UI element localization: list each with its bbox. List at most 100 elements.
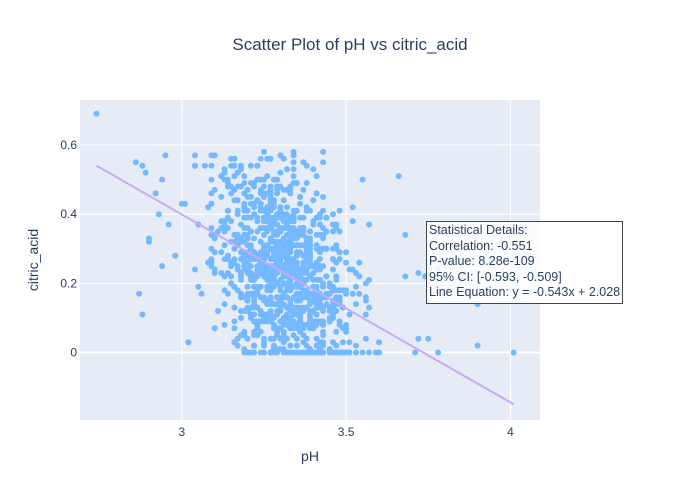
scatter-point (284, 304, 290, 311)
scatter-point (267, 335, 274, 342)
x-axis-title: pH (301, 448, 319, 464)
scatter-point (270, 325, 277, 332)
scatter-point (247, 276, 254, 283)
scatter-point (300, 214, 307, 221)
scatter-point (395, 173, 402, 180)
scatter-point (280, 155, 287, 162)
scatter-point (257, 225, 264, 231)
scatter-point (277, 346, 284, 353)
scatter-point (264, 249, 271, 256)
scatter-point (218, 193, 225, 200)
scatter-point (287, 225, 294, 231)
scatter-point (221, 166, 228, 173)
scatter-point (336, 207, 343, 214)
scatter-point (346, 311, 353, 318)
scatter-point (205, 204, 212, 211)
annotation-line-equation: Line Equation: y = -0.543x + 2.028 (429, 285, 621, 299)
scatter-point (412, 349, 419, 356)
scatter-point (372, 349, 379, 356)
scatter-point (132, 159, 139, 166)
scatter-point (261, 339, 267, 346)
scatter-point (290, 256, 297, 263)
scatter-point (326, 283, 333, 290)
scatter-point (376, 339, 382, 346)
scatter-point (224, 207, 231, 214)
scatter-point (257, 328, 264, 335)
scatter-point (139, 311, 146, 318)
scatter-point (267, 183, 274, 190)
scatter-point (320, 245, 327, 252)
scatter-point (349, 266, 356, 273)
scatter-point (316, 256, 323, 263)
scatter-point (231, 162, 238, 169)
scatter-point (293, 228, 300, 235)
scatter-point (270, 245, 277, 252)
y-tick-label: 0.2 (60, 276, 77, 290)
scatter-point (221, 301, 228, 308)
scatter-point (136, 290, 143, 297)
scatter-point (303, 342, 310, 349)
scatter-point (284, 218, 290, 225)
scatter-point (178, 200, 185, 207)
scatter-point (152, 190, 159, 197)
scatter-point (185, 339, 192, 346)
scatter-point (241, 214, 248, 221)
scatter-point (333, 225, 340, 231)
scatter-point (231, 245, 238, 252)
scatter-point (353, 283, 359, 290)
scatter-point (277, 297, 284, 304)
scatter-point (280, 211, 287, 218)
scatter-point (284, 204, 290, 211)
scatter-point (307, 249, 313, 256)
scatter-point (293, 180, 300, 186)
scatter-point (274, 183, 281, 190)
y-axis-title: citric_acid (25, 229, 41, 291)
scatter-point (254, 287, 261, 294)
scatter-point (261, 231, 267, 238)
annotation-line-confidence-interval: 95% CI: [-0.593, -0.509] (429, 269, 562, 284)
scatter-point (254, 176, 261, 183)
scatter-point (339, 287, 346, 294)
scatter-point (261, 176, 267, 183)
scatter-point (303, 259, 310, 266)
scatter-point (238, 314, 244, 321)
scatter-point (241, 173, 248, 180)
annotation-line-p-value: P-value: 8.28e-109 (429, 254, 535, 268)
scatter-point (247, 162, 254, 169)
scatter-point (320, 283, 327, 290)
scatter-point (247, 270, 254, 276)
scatter-point (284, 231, 290, 238)
scatter-point (310, 276, 317, 283)
scatter-point (231, 325, 238, 332)
scatter-point (333, 328, 340, 335)
scatter-point (198, 290, 205, 297)
scatter-point (228, 183, 235, 190)
scatter-point (333, 342, 340, 349)
scatter-point (254, 266, 261, 273)
scatter-point (146, 238, 152, 245)
scatter-point (224, 252, 231, 259)
scatter-point (303, 180, 310, 186)
scatter-point (307, 228, 313, 235)
scatter-point (313, 283, 320, 290)
scatter-point (313, 190, 320, 197)
scatter-point (415, 335, 422, 342)
annotation-line-heading: Statistical Details: (429, 223, 528, 237)
scatter-point (93, 110, 100, 117)
scatter-point (238, 249, 244, 256)
scatter-point (257, 249, 264, 256)
scatter-point (159, 263, 166, 270)
scatter-point (270, 301, 277, 308)
scatter-point (300, 231, 307, 238)
scatter-point (231, 155, 238, 162)
scatter-point (234, 266, 241, 273)
scatter-point (303, 349, 310, 356)
scatter-point (264, 242, 271, 249)
scatter-point (270, 176, 277, 183)
scatter-point (244, 231, 251, 238)
scatter-point (320, 159, 327, 166)
scatter-point (238, 162, 244, 169)
scatter-point (211, 152, 218, 159)
scatter-point (241, 328, 248, 335)
scatter-point (330, 245, 336, 252)
